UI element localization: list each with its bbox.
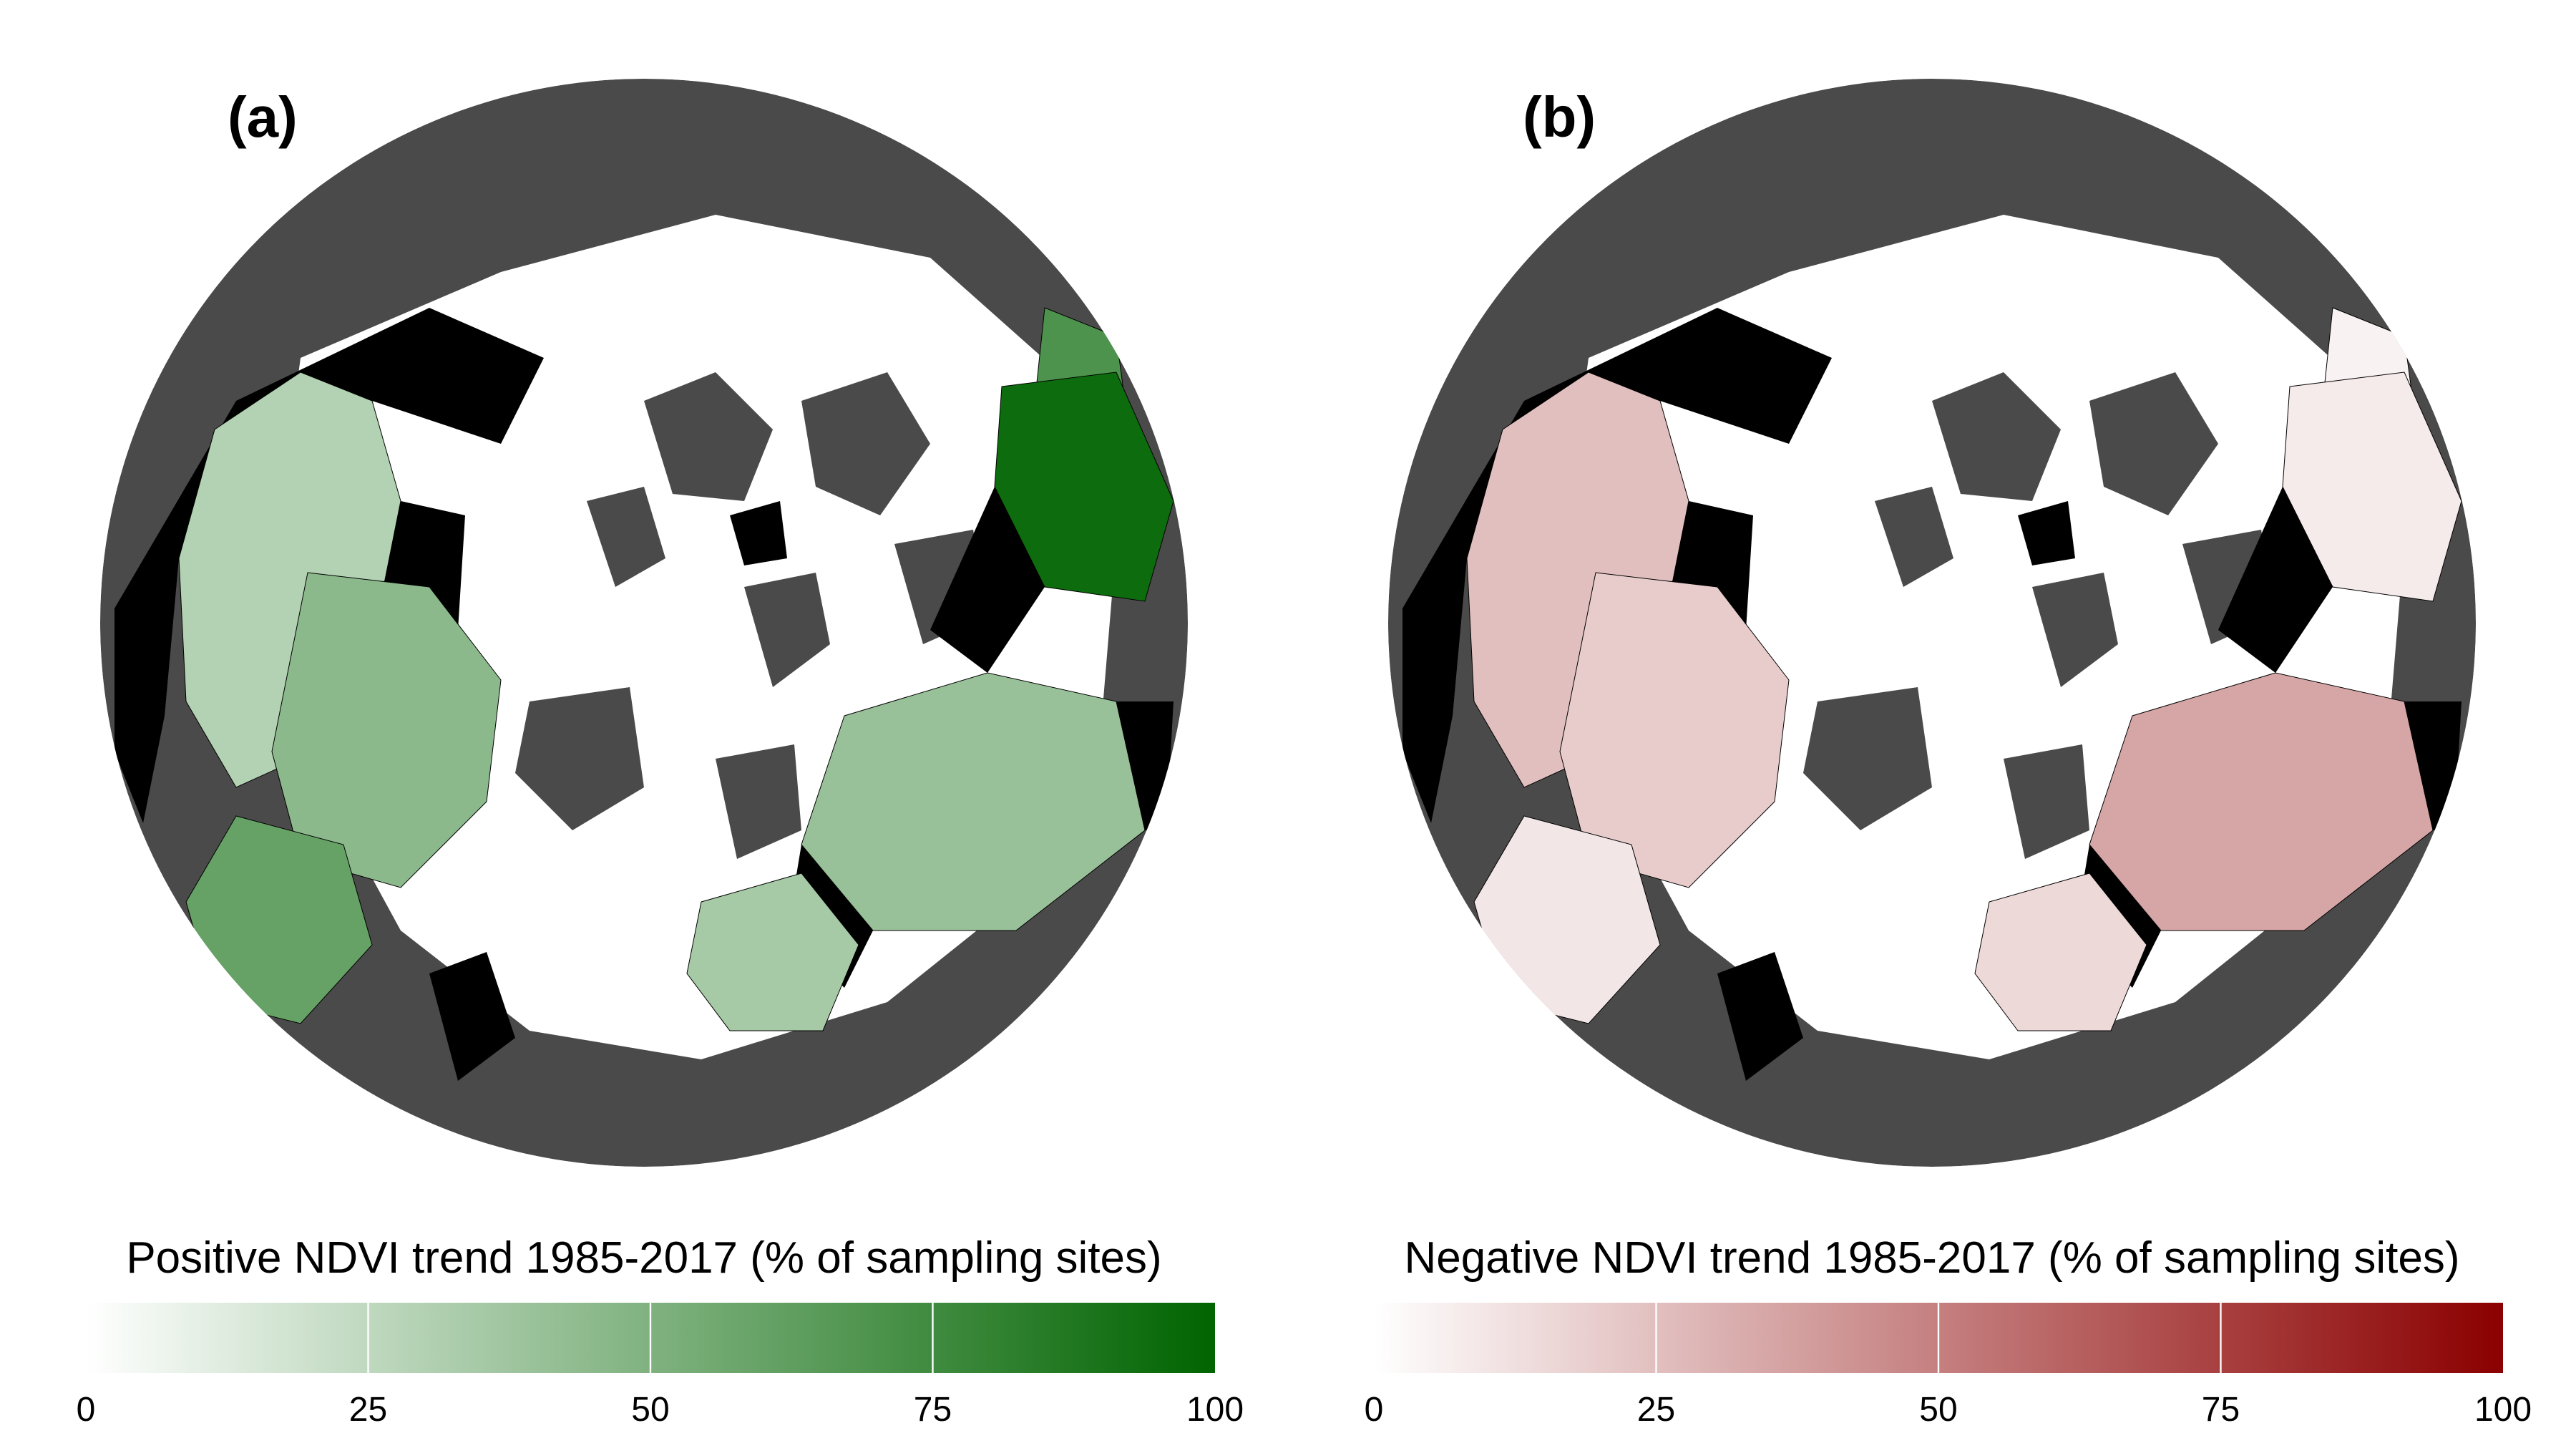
tick-label: 0 <box>1364 1391 1384 1429</box>
arctic-island <box>744 573 830 687</box>
land-unsampled <box>2218 487 2333 673</box>
arctic-island <box>587 487 665 587</box>
region-siberia-central <box>2089 672 2434 931</box>
land-unsampled <box>114 308 544 823</box>
region-scandinavia <box>686 873 859 1031</box>
tick-label: 100 <box>2474 1391 2532 1429</box>
region-siberia-northeast <box>2282 371 2462 602</box>
arctic-island <box>1932 372 2061 501</box>
arctic-island <box>644 372 773 501</box>
legend-title: Positive NDVI trend 1985-2017 (% of samp… <box>126 1233 1162 1283</box>
region-alaska <box>185 815 373 1024</box>
region-alaska <box>1473 815 1661 1024</box>
colorbar-ticks: 0 25 50 75 100 <box>77 1390 1244 1433</box>
land-unsampled <box>930 487 1045 673</box>
region-north-america-central <box>271 572 502 888</box>
region-north-america-central <box>1559 572 1790 888</box>
legend-title: Negative NDVI trend 1985-2017 (% of samp… <box>1404 1233 2460 1283</box>
arctic-island <box>716 744 801 859</box>
tick-label: 75 <box>913 1391 952 1429</box>
tick-label: 0 <box>76 1391 96 1429</box>
arctic-island <box>2089 372 2218 515</box>
land-unsampled <box>1717 952 1803 1081</box>
tick-label: 50 <box>631 1391 670 1429</box>
land-unsampled <box>2018 501 2075 565</box>
tick-label: 25 <box>348 1391 388 1429</box>
arctic-island <box>801 372 930 515</box>
tick-label: 100 <box>1186 1391 1244 1429</box>
panel-label: (b) <box>1523 85 1596 149</box>
map-b <box>1388 79 2476 1167</box>
map-a <box>100 79 1188 1167</box>
land-unsampled <box>730 501 787 565</box>
region-scandinavia <box>1974 873 2147 1031</box>
tick-label: 75 <box>2201 1391 2240 1429</box>
arctic-island <box>2032 573 2118 687</box>
colorbar <box>86 1303 1215 1373</box>
land-unsampled <box>429 952 515 1081</box>
region-siberia-central <box>801 672 1146 931</box>
panel-a: (a) Positive NDVI trend 1985-2017 (% of … <box>0 0 1288 1432</box>
region-siberia-northeast <box>994 371 1174 602</box>
arctic-island <box>515 687 644 830</box>
land-unsampled <box>1402 308 1832 823</box>
colorbar <box>1374 1303 2503 1373</box>
arctic-island <box>2004 744 2089 859</box>
colorbar-ticks: 0 25 50 75 100 <box>1365 1390 2532 1433</box>
panel-b: (b) Negative NDVI trend 1985-2017 (% of … <box>1288 0 2576 1432</box>
tick-label: 25 <box>1636 1391 1676 1429</box>
panel-label: (a) <box>228 85 298 149</box>
arctic-island <box>1803 687 1932 830</box>
tick-label: 50 <box>1919 1391 1958 1429</box>
arctic-island <box>1875 487 1953 587</box>
